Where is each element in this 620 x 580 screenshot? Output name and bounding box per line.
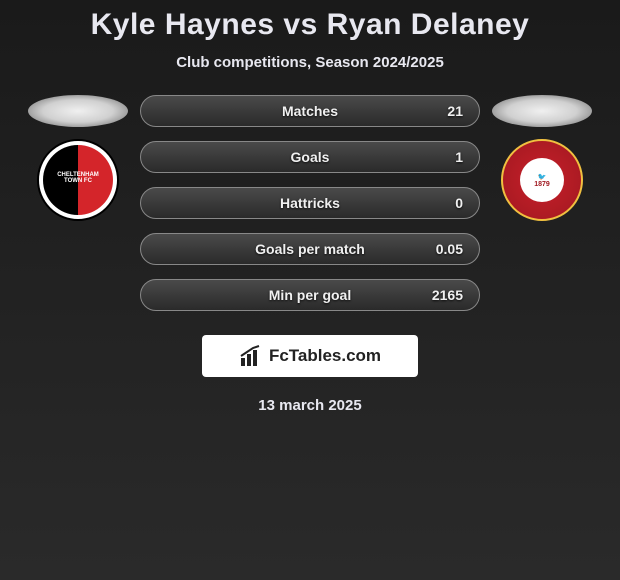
stat-value: 21 — [433, 103, 463, 119]
stat-value: 0.05 — [433, 241, 463, 257]
player-left-column: CHELTENHAM TOWN FC — [28, 95, 128, 221]
stat-row-hattricks: 0 Hattricks 0 — [140, 187, 480, 219]
stat-label: Goals — [291, 149, 330, 165]
club-badge-right: 🐦 1879 — [501, 139, 583, 221]
club-badge-right-year: 1879 — [534, 181, 550, 188]
stat-value: 0 — [433, 195, 463, 211]
stat-value: 2165 — [432, 287, 463, 303]
stat-label: Hattricks — [280, 195, 340, 211]
comparison-container: Kyle Haynes vs Ryan Delaney Club competi… — [0, 0, 620, 414]
club-badge-left-inner: CHELTENHAM TOWN FC — [43, 145, 113, 215]
page-title: Kyle Haynes vs Ryan Delaney — [91, 8, 530, 42]
main-area: CHELTENHAM TOWN FC 0 Matches 21 0 Goals … — [0, 95, 620, 311]
player-left-photo — [28, 95, 128, 127]
chart-icon — [239, 344, 263, 368]
fctables-logo[interactable]: FcTables.com — [202, 335, 418, 377]
stat-label: Min per goal — [269, 287, 351, 303]
stat-row-gpm: 0 Goals per match 0.05 — [140, 233, 480, 265]
stat-label: Goals per match — [255, 241, 365, 257]
club-badge-left-text: CHELTENHAM TOWN FC — [53, 172, 103, 185]
stat-row-mpg: 0 Min per goal 2165 — [140, 279, 480, 311]
player-right-column: 🐦 1879 — [492, 95, 592, 221]
club-badge-left: CHELTENHAM TOWN FC — [37, 139, 119, 221]
player-right-photo — [492, 95, 592, 127]
logo-text: FcTables.com — [269, 346, 381, 366]
stat-row-goals: 0 Goals 1 — [140, 141, 480, 173]
comparison-date: 13 march 2025 — [258, 397, 361, 414]
club-badge-right-bird-icon: 🐦 — [538, 173, 547, 181]
stat-value: 1 — [433, 149, 463, 165]
club-badge-right-inner: 🐦 1879 — [520, 158, 564, 202]
stat-label: Matches — [282, 103, 338, 119]
stat-row-matches: 0 Matches 21 — [140, 95, 480, 127]
season-subtitle: Club competitions, Season 2024/2025 — [176, 54, 444, 71]
stats-column: 0 Matches 21 0 Goals 1 0 Hattricks 0 0 G… — [140, 95, 480, 311]
